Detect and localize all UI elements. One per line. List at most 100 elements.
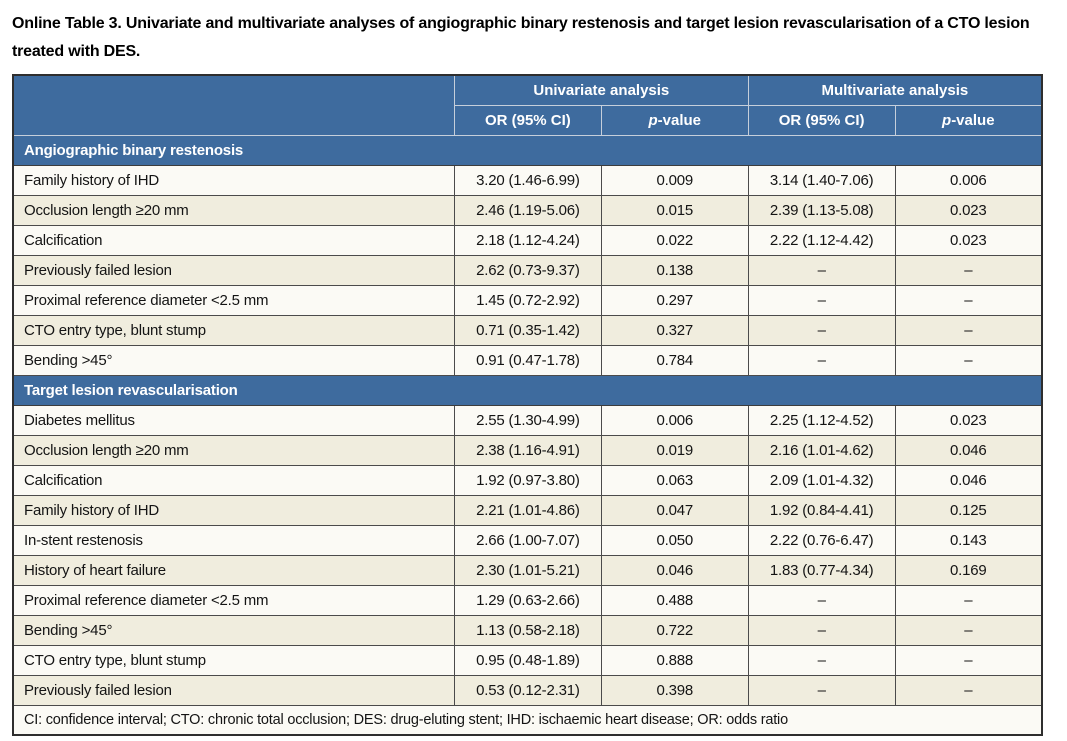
uni-p-cell: 0.022 bbox=[600, 224, 749, 256]
univariate-group-header: Univariate analysis bbox=[453, 74, 749, 106]
or-ci-header-label: OR (95% CI) bbox=[484, 111, 571, 129]
table-row: Occlusion length ≥20 mm 2.38 (1.16-4.91) 0… bbox=[12, 434, 1043, 466]
uni-or-cell: 2.30 (1.01-5.21) bbox=[453, 554, 602, 586]
table-row: CTO entry type, blunt stump 0.71 (0.35-1.… bbox=[12, 314, 1043, 346]
uni-or-cell: 2.66 (1.00-7.07) bbox=[453, 524, 602, 556]
uni-p-cell: 0.063 bbox=[600, 464, 749, 496]
uni-or-cell: 0.71 (0.35-1.42) bbox=[453, 314, 602, 346]
uni-or-cell: 1.92 (0.97-3.80) bbox=[453, 464, 602, 496]
table-row: CTO entry type, blunt stump 0.95 (0.48-1.… bbox=[12, 644, 1043, 676]
row-label: Calcification bbox=[12, 224, 455, 256]
multi-p-cell: – bbox=[894, 584, 1043, 616]
multivariate-group-header: Multivariate analysis bbox=[747, 74, 1043, 106]
uni-p-cell: 0.009 bbox=[600, 164, 749, 196]
section-header-row: Target lesion revascularisation bbox=[12, 374, 1043, 406]
multi-p-cell: – bbox=[894, 314, 1043, 346]
footnote-row: CI: confidence interval; CTO: chronic to… bbox=[12, 704, 1043, 736]
table-body: Angiographic binary restenosis Family his… bbox=[12, 134, 1043, 706]
row-label: CTO entry type, blunt stump bbox=[12, 314, 455, 346]
multi-p-cell: – bbox=[894, 254, 1043, 286]
analysis-table: Univariate analysis Multivariate analysi… bbox=[12, 73, 1043, 736]
multi-or-cell: 2.22 (0.76-6.47) bbox=[747, 524, 896, 556]
multi-or-cell: 1.92 (0.84-4.41) bbox=[747, 494, 896, 526]
p-italic-label: p bbox=[942, 111, 952, 129]
table-footer: CI: confidence interval; CTO: chronic to… bbox=[12, 704, 1043, 736]
uni-or-cell: 2.46 (1.19-5.06) bbox=[453, 194, 602, 226]
uni-or-cell: 2.38 (1.16-4.91) bbox=[453, 434, 602, 466]
row-label: Bending >45° bbox=[12, 344, 455, 376]
group-header-row: Univariate analysis Multivariate analysi… bbox=[12, 74, 1043, 136]
p-italic-label: p bbox=[648, 111, 658, 129]
table-row: Calcification 2.18 (1.12-4.24) 0.022 2.22 (… bbox=[12, 224, 1043, 256]
row-label: Proximal reference diameter <2.5 mm bbox=[12, 284, 455, 316]
row-label: Previously failed lesion bbox=[12, 254, 455, 286]
multi-p-cell: 0.023 bbox=[894, 224, 1043, 256]
table-row: Proximal reference diameter <2.5 mm 1.45 … bbox=[12, 284, 1043, 316]
multi-p-cell: 0.046 bbox=[894, 434, 1043, 466]
table-row: Family history of IHD 2.21 (1.01-4.86) 0.0… bbox=[12, 494, 1043, 526]
table-row: Previously failed lesion 2.62 (0.73-9.37)… bbox=[12, 254, 1043, 286]
uni-p-cell: 0.047 bbox=[600, 494, 749, 526]
multi-or-cell: 3.14 (1.40-7.06) bbox=[747, 164, 896, 196]
uni-p-cell: 0.327 bbox=[600, 314, 749, 346]
uni-p-cell: 0.398 bbox=[600, 674, 749, 706]
p-rest-label: -value bbox=[657, 111, 702, 129]
table-row: Family history of IHD 3.20 (1.46-6.99) 0.0… bbox=[12, 164, 1043, 196]
multi-or-cell: – bbox=[747, 344, 896, 376]
multi-p-cell: 0.143 bbox=[894, 524, 1043, 556]
table-row: History of heart failure 2.30 (1.01-5.21)… bbox=[12, 554, 1043, 586]
section-header: Target lesion revascularisation bbox=[12, 374, 1043, 406]
uni-p-cell: 0.888 bbox=[600, 644, 749, 676]
uni-p-header: p-value bbox=[600, 104, 749, 136]
row-label: In-stent restenosis bbox=[12, 524, 455, 556]
table-row: Calcification 1.92 (0.97-3.80) 0.063 2.09 (… bbox=[12, 464, 1043, 496]
multi-p-cell: – bbox=[894, 644, 1043, 676]
uni-or-cell: 1.29 (0.63-2.66) bbox=[453, 584, 602, 616]
multi-p-cell: – bbox=[894, 284, 1043, 316]
multi-or-cell: 2.25 (1.12-4.52) bbox=[747, 404, 896, 436]
row-label: Bending >45° bbox=[12, 614, 455, 646]
row-label: Previously failed lesion bbox=[12, 674, 455, 706]
uni-p-cell: 0.297 bbox=[600, 284, 749, 316]
uni-p-cell: 0.138 bbox=[600, 254, 749, 286]
uni-or-cell: 2.55 (1.30-4.99) bbox=[453, 404, 602, 436]
uni-p-cell: 0.488 bbox=[600, 584, 749, 616]
table-header: Univariate analysis Multivariate analysi… bbox=[12, 74, 1043, 136]
table-row: Bending >45° 1.13 (0.58-2.18) 0.722– – bbox=[12, 614, 1043, 646]
section-header-row: Angiographic binary restenosis bbox=[12, 134, 1043, 166]
uni-or-header: OR (95% CI) bbox=[453, 104, 602, 136]
multi-or-cell: – bbox=[747, 614, 896, 646]
uni-or-cell: 0.95 (0.48-1.89) bbox=[453, 644, 602, 676]
row-label: Occlusion length ≥20 mm bbox=[12, 194, 455, 226]
table-row: Proximal reference diameter <2.5 mm 1.29 … bbox=[12, 584, 1043, 616]
multi-p-header: p-value bbox=[894, 104, 1043, 136]
multi-or-cell: 1.83 (0.77-4.34) bbox=[747, 554, 896, 586]
row-label: Family history of IHD bbox=[12, 164, 455, 196]
multi-p-cell: – bbox=[894, 614, 1043, 646]
row-label: CTO entry type, blunt stump bbox=[12, 644, 455, 676]
multi-p-cell: 0.169 bbox=[894, 554, 1043, 586]
uni-or-cell: 1.45 (0.72-2.92) bbox=[453, 284, 602, 316]
multi-or-cell: – bbox=[747, 254, 896, 286]
row-label: Family history of IHD bbox=[12, 494, 455, 526]
multi-or-cell: – bbox=[747, 284, 896, 316]
uni-or-cell: 2.62 (0.73-9.37) bbox=[453, 254, 602, 286]
uni-p-cell: 0.046 bbox=[600, 554, 749, 586]
uni-or-cell: 0.91 (0.47-1.78) bbox=[453, 344, 602, 376]
multi-p-cell: 0.125 bbox=[894, 494, 1043, 526]
table-title: Online Table 3. Univariate and multivari… bbox=[12, 15, 1030, 61]
multi-or-cell: – bbox=[747, 584, 896, 616]
multi-p-cell: 0.006 bbox=[894, 164, 1043, 196]
section-header: Angiographic binary restenosis bbox=[12, 134, 1043, 166]
uni-p-cell: 0.784 bbox=[600, 344, 749, 376]
row-label: Diabetes mellitus bbox=[12, 404, 455, 436]
multi-or-cell: 2.39 (1.13-5.08) bbox=[747, 194, 896, 226]
footnote: CI: confidence interval; CTO: chronic to… bbox=[12, 704, 1043, 736]
multi-or-cell: 2.16 (1.01-4.62) bbox=[747, 434, 896, 466]
row-label: Calcification bbox=[12, 464, 455, 496]
multi-or-cell: 2.22 (1.12-4.42) bbox=[747, 224, 896, 256]
multi-or-cell: – bbox=[747, 644, 896, 676]
or-ci-header-label: OR (95% CI) bbox=[778, 111, 865, 129]
table-row: In-stent restenosis 2.66 (1.00-7.07) 0.050… bbox=[12, 524, 1043, 556]
